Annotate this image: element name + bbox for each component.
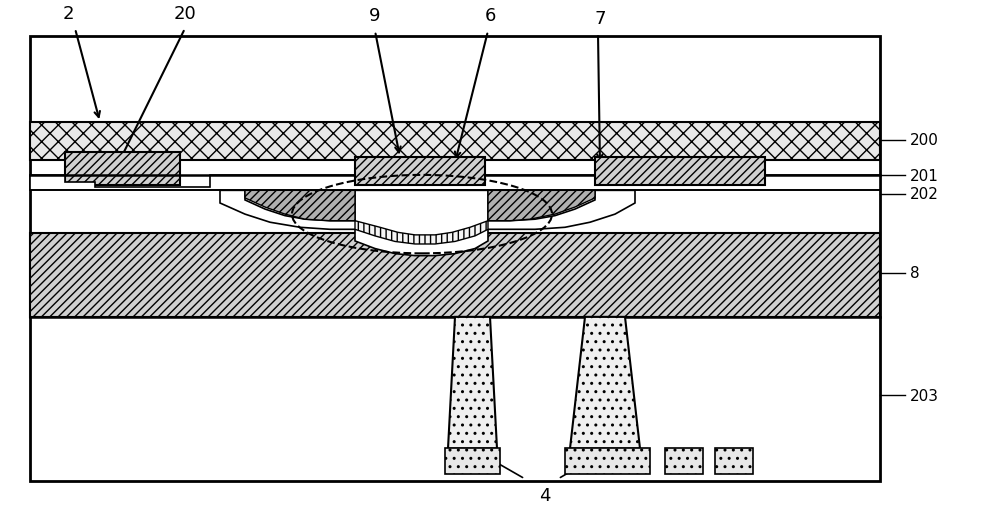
Bar [445, 448, 500, 474]
Polygon shape [570, 317, 640, 448]
Polygon shape [245, 191, 355, 221]
Bar [715, 448, 753, 474]
Polygon shape [448, 317, 497, 448]
Text: 202: 202 [910, 187, 939, 202]
Bar [565, 448, 650, 474]
Bar [30, 37, 880, 482]
Text: 7: 7 [594, 10, 606, 28]
Text: 20: 20 [174, 5, 196, 23]
Polygon shape [220, 191, 635, 256]
Polygon shape [355, 221, 488, 244]
Text: 200: 200 [910, 133, 939, 148]
Text: 6: 6 [484, 7, 496, 25]
Polygon shape [488, 191, 595, 221]
Bar [30, 234, 880, 317]
Text: 9: 9 [369, 7, 381, 25]
Text: 8: 8 [910, 266, 920, 281]
Text: 203: 203 [910, 388, 939, 403]
Text: 2: 2 [62, 5, 74, 23]
Bar [355, 158, 485, 186]
Polygon shape [30, 176, 880, 191]
Text: 201: 201 [910, 168, 939, 183]
Text: 4: 4 [539, 487, 551, 504]
Bar [595, 158, 765, 186]
Bar [65, 153, 180, 186]
Bar [30, 123, 880, 161]
Bar [665, 448, 703, 474]
